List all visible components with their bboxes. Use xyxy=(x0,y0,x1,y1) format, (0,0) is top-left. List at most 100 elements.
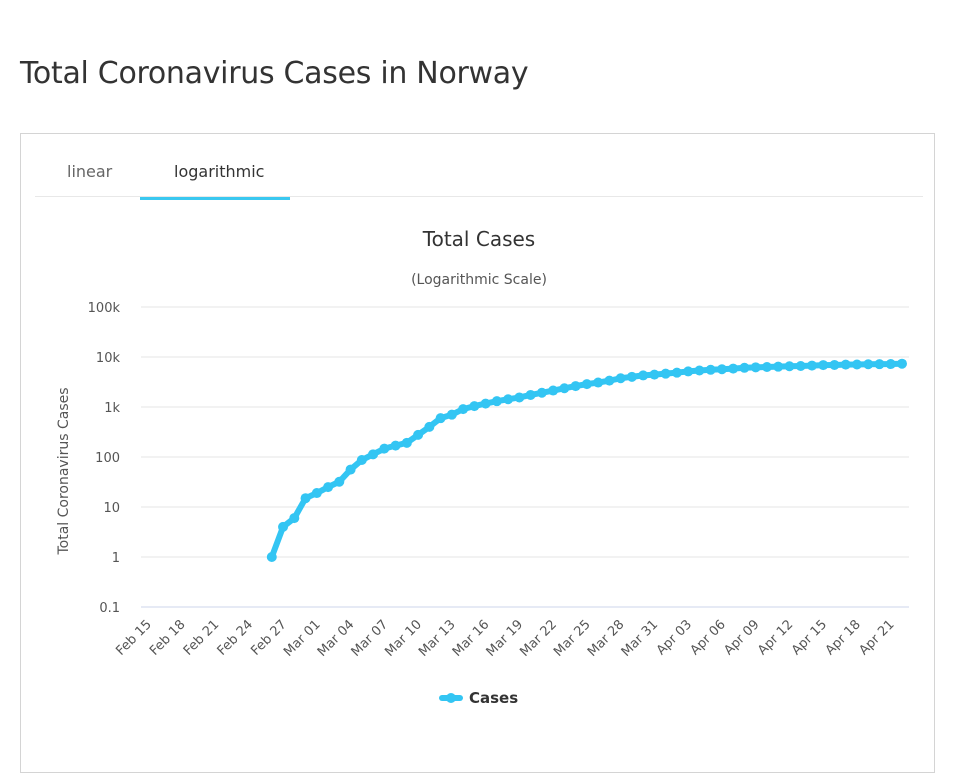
y-axis-label: Total Coronavirus Cases xyxy=(56,387,72,555)
data-point[interactable] xyxy=(491,396,502,407)
data-point[interactable] xyxy=(615,373,626,384)
data-point[interactable] xyxy=(626,371,637,382)
data-point[interactable] xyxy=(773,361,784,372)
chart-title: Total Cases xyxy=(422,227,535,251)
data-point[interactable] xyxy=(593,377,604,388)
legend-item-cases[interactable]: Cases xyxy=(469,689,518,707)
data-point[interactable] xyxy=(525,389,536,400)
chart-grid xyxy=(141,306,909,608)
data-point[interactable] xyxy=(323,482,334,493)
data-point[interactable] xyxy=(559,383,570,394)
x-tick-label: Apr 21 xyxy=(856,617,897,658)
data-point[interactable] xyxy=(840,359,851,370)
data-point[interactable] xyxy=(728,363,739,374)
x-tick-label: Apr 12 xyxy=(755,617,796,658)
data-point[interactable] xyxy=(379,443,390,454)
data-point[interactable] xyxy=(570,381,581,392)
active-tab-indicator xyxy=(140,197,290,200)
x-tick-label: Apr 09 xyxy=(721,617,762,658)
data-point[interactable] xyxy=(885,359,896,370)
data-point[interactable] xyxy=(413,429,424,440)
data-point[interactable] xyxy=(897,358,907,369)
data-point[interactable] xyxy=(863,359,874,370)
data-point[interactable] xyxy=(278,521,289,532)
data-point[interactable] xyxy=(694,365,705,376)
x-tick-label: Mar 01 xyxy=(281,617,324,660)
y-tick-label: 1k xyxy=(104,401,120,416)
legend-swatch-marker xyxy=(446,693,456,703)
data-point[interactable] xyxy=(750,362,761,373)
data-point[interactable] xyxy=(660,368,671,379)
data-point[interactable] xyxy=(401,437,412,448)
scale-tabs: linear logarithmic xyxy=(35,134,923,197)
y-tick-label: 10k xyxy=(96,351,121,366)
data-point[interactable] xyxy=(716,364,727,375)
data-point[interactable] xyxy=(480,398,491,409)
data-point[interactable] xyxy=(390,440,401,451)
data-point[interactable] xyxy=(829,359,840,370)
data-point[interactable] xyxy=(784,361,795,372)
data-point[interactable] xyxy=(649,369,660,380)
y-tick-label: 1 xyxy=(112,551,120,566)
data-point[interactable] xyxy=(683,366,694,377)
x-tick-label: Mar 25 xyxy=(551,617,594,660)
y-tick-label: 0.1 xyxy=(99,601,120,616)
x-tick-label: Feb 15 xyxy=(113,617,155,659)
data-point[interactable] xyxy=(334,476,345,487)
data-point[interactable] xyxy=(705,364,716,375)
data-point[interactable] xyxy=(345,464,356,475)
data-point[interactable] xyxy=(761,361,772,372)
x-tick-label: Feb 18 xyxy=(147,617,189,659)
data-point[interactable] xyxy=(424,421,435,432)
chart-panel: linear logarithmic 0.1 1 10 100 1k 10k 100k Fe… xyxy=(20,133,935,773)
data-point[interactable] xyxy=(548,385,559,396)
x-tick-label: Mar 04 xyxy=(315,617,358,660)
legend[interactable]: Cases xyxy=(439,689,518,707)
x-tick-label: Apr 18 xyxy=(823,617,864,658)
data-point[interactable] xyxy=(503,394,514,405)
data-point[interactable] xyxy=(671,367,682,378)
data-point[interactable] xyxy=(581,379,592,390)
x-tick-label: Feb 21 xyxy=(181,617,223,659)
x-tick-label: Mar 22 xyxy=(517,617,560,660)
data-point[interactable] xyxy=(289,513,300,524)
data-point[interactable] xyxy=(446,409,457,420)
x-tick-label: Mar 19 xyxy=(484,617,527,660)
tab-logarithmic[interactable]: logarithmic xyxy=(174,162,265,181)
series-cases xyxy=(266,358,907,562)
data-point[interactable] xyxy=(851,359,862,370)
data-point[interactable] xyxy=(311,488,322,499)
x-tick-label: Mar 10 xyxy=(382,617,425,660)
data-point[interactable] xyxy=(356,455,367,466)
x-tick-label: Mar 07 xyxy=(349,617,392,660)
data-point[interactable] xyxy=(795,361,806,372)
page-title: Total Coronavirus Cases in Norway xyxy=(20,56,529,91)
data-point[interactable] xyxy=(536,387,547,398)
data-point[interactable] xyxy=(806,360,817,371)
data-point[interactable] xyxy=(604,375,615,386)
data-point[interactable] xyxy=(818,360,829,371)
x-tick-label: Mar 31 xyxy=(619,617,662,660)
data-point[interactable] xyxy=(514,392,525,403)
y-tick-label: 10 xyxy=(103,501,120,516)
data-point[interactable] xyxy=(469,401,480,412)
y-tick-label: 100 xyxy=(95,451,120,466)
x-tick-label: Mar 28 xyxy=(585,617,628,660)
data-point[interactable] xyxy=(638,370,649,381)
data-point[interactable] xyxy=(458,404,469,415)
data-point[interactable] xyxy=(266,552,277,562)
data-point[interactable] xyxy=(300,493,311,504)
y-tick-label: 100k xyxy=(88,301,121,316)
x-tick-label: Mar 13 xyxy=(416,617,459,660)
data-point[interactable] xyxy=(368,449,379,460)
y-tick-labels: 0.1 1 10 100 1k 10k 100k xyxy=(88,301,121,616)
x-tick-label: Feb 24 xyxy=(215,617,257,659)
data-point[interactable] xyxy=(874,359,885,370)
data-point[interactable] xyxy=(739,362,750,373)
x-tick-label: Apr 06 xyxy=(688,617,729,658)
tab-linear[interactable]: linear xyxy=(67,162,113,181)
data-point[interactable] xyxy=(435,413,446,424)
x-tick-label: Apr 15 xyxy=(789,617,830,658)
